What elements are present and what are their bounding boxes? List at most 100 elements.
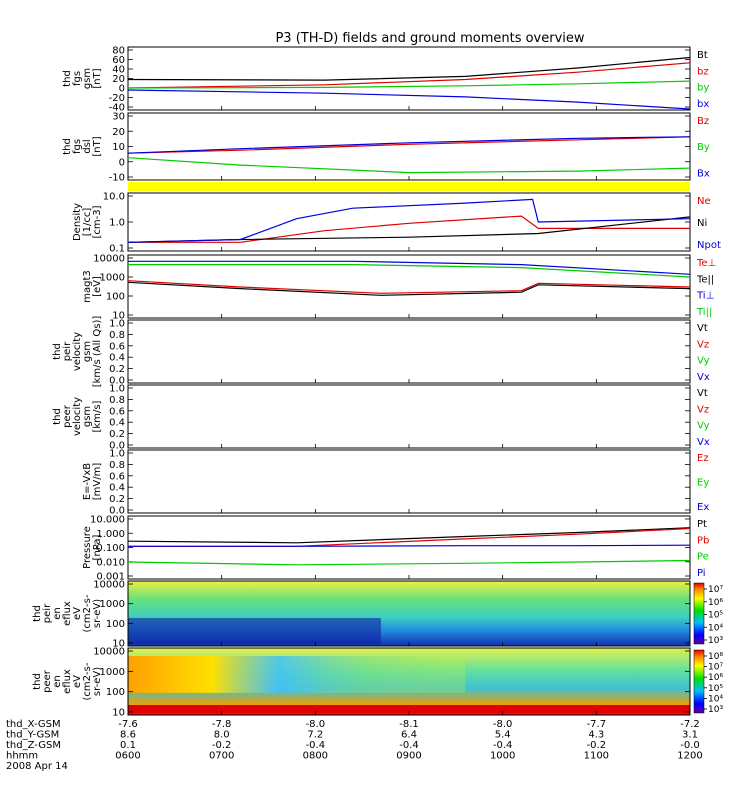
y-tick-label: 10.0: [103, 192, 125, 203]
y-axis-label: peir: [42, 603, 53, 623]
y-tick-label: 100: [106, 619, 125, 630]
y-tick-label: 0.6: [109, 471, 125, 482]
y-axis-label: thd: [52, 408, 63, 425]
legend-entry-Ez: Ez: [697, 453, 709, 464]
legend-entry-Vx: Vx: [697, 437, 710, 448]
y-tick-label: 1.0: [109, 384, 125, 395]
colorbar-peer-spec: [693, 649, 705, 714]
x-tick-label: -7.7: [587, 719, 607, 730]
x-axis-group: thd_X-GSM -7.6 -7.8 -8.0 -8.1 -8.0 -7.7 -7.2 thd…: [6, 719, 703, 772]
y-tick-label: 0.8: [109, 460, 125, 471]
legend-entry-Vy: Vy: [697, 356, 710, 367]
x-tick-label: 1200: [677, 751, 702, 762]
y-axis-label: [cm-3]: [92, 205, 103, 238]
legend-entry-by: by: [697, 83, 709, 94]
y-tick-label: 10000: [93, 254, 125, 265]
legend-entry-Ti||: Ti||: [696, 307, 712, 318]
y-axis-label: sr-eV): [92, 599, 103, 628]
legend-entry-By: By: [697, 142, 710, 153]
panel-efield: 1.00.80.60.40.20.0 E=-VxB [mV/m] Ez Ey Ex: [82, 449, 709, 517]
y-axis-label: [km/s (All Qs)]: [92, 316, 103, 388]
series-line-Npot: [127, 198, 691, 243]
legend-entry-bz: bz: [697, 66, 709, 77]
chart-title: P3 (TH-D) fields and ground moments over…: [275, 31, 584, 46]
y-tick-label: -10: [109, 173, 125, 184]
x-axis-date: 2008 Apr 14: [6, 761, 68, 772]
legend-entry-Vy: Vy: [697, 421, 710, 432]
y-tick-label: 1.0: [109, 319, 125, 330]
x-tick-label: 5.4: [495, 730, 511, 741]
x-tick-label: 0600: [115, 751, 140, 762]
y-axis-label: velocity: [72, 332, 83, 371]
legend-entry-Pi: Pi: [697, 568, 706, 579]
series-line-Bt: [127, 56, 691, 81]
spectrogram-dropout: [128, 656, 466, 693]
series-line-Ti||: [128, 264, 691, 278]
legend-entry-Ey: Ey: [697, 477, 709, 488]
series-line-Ti⊥: [128, 260, 691, 275]
colorbar-tick-label: 10⁵: [708, 684, 723, 694]
x-tick-label: -7.8: [212, 719, 232, 730]
x-tick-label: 1100: [584, 751, 609, 762]
x-tick-label: 8.0: [214, 730, 230, 741]
y-tick-label: 0.4: [109, 483, 125, 494]
series-line-Bz: [127, 136, 691, 154]
x-tick-label: -8.0: [306, 719, 326, 730]
spectrogram-low-energy: [128, 618, 381, 644]
panel-peer-velocity: 1.00.80.60.40.20.0 thd peer velocity gsm [km/…: [52, 384, 710, 452]
spectrogram-low-energy: [128, 705, 690, 713]
x-tick-label: -8.0: [493, 719, 513, 730]
y-axis-label: magt3: [82, 270, 93, 303]
y-tick-label: 0.4: [109, 418, 125, 429]
y-tick-label: 1000: [100, 599, 125, 610]
x-tick-label: 7.2: [307, 730, 323, 741]
y-tick-label: 0.1: [109, 244, 125, 255]
legend-entry-Ex: Ex: [697, 502, 709, 513]
panel-density: 10.0 1.0 0.1 Density [1/cc] [cm-3] Ne Ni Npot: [72, 192, 721, 255]
y-axis-label: [mV/m]: [92, 463, 103, 501]
series-line-by: [127, 80, 691, 89]
legend-entry-Npot: Npot: [697, 240, 721, 251]
y-tick-label: 0.001: [96, 572, 125, 583]
x-tick-label: 0.1: [120, 740, 136, 751]
y-tick-label: 0.0: [109, 441, 125, 452]
y-axis-label: [nT]: [92, 136, 103, 156]
legend-entry-Pe: Pe: [697, 552, 709, 563]
y-axis-label: dsl: [82, 139, 93, 153]
legend-entry-Vz: Vz: [697, 404, 709, 415]
y-tick-label: -20: [109, 93, 125, 104]
y-tick-label: 0.2: [109, 429, 125, 440]
x-tick-label: -0.4: [493, 740, 513, 751]
colorbar-tick-label: 10⁷: [708, 585, 723, 595]
legend-entry-Pt: Pt: [697, 519, 707, 530]
panel-frame: [127, 449, 691, 514]
y-axis-label: [km/s]: [92, 400, 103, 432]
x-tick-label: 1000: [490, 751, 515, 762]
x-tick-label: -0.2: [212, 740, 232, 751]
y-tick-label: 0.2: [109, 364, 125, 375]
x-tick-label: -7.2: [680, 719, 700, 730]
x-axis-row-label: thd_Y-GSM: [6, 730, 59, 741]
x-tick-label: 6.4: [401, 730, 417, 741]
colorbar-tick-label: 10⁶: [708, 673, 723, 683]
y-tick-label: 10: [112, 311, 125, 322]
x-tick-label: 4.3: [588, 730, 604, 741]
legend-entry-Ne: Ne: [697, 196, 711, 207]
y-axis-label: thd: [32, 605, 43, 622]
panel-temperature: 10000 1000 100 10 magt3 [eV] Te⊥ Te|| Ti⊥ Ti||: [82, 254, 716, 322]
y-axis-label: eV: [72, 607, 83, 620]
y-axis-label: velocity: [72, 397, 83, 436]
series-line-bz: [127, 62, 691, 89]
x-tick-label: -0.0: [680, 740, 700, 751]
colorbar-tick-label: 10⁴: [708, 694, 723, 704]
y-tick-label: 10000: [93, 580, 125, 591]
y-tick-label: 1.0: [109, 449, 125, 460]
y-tick-label: 1.000: [96, 529, 125, 540]
y-tick-label: 1.0: [109, 218, 125, 229]
colorbar-tick-label: 10⁷: [708, 663, 723, 673]
y-axis-label: thd: [62, 138, 73, 155]
